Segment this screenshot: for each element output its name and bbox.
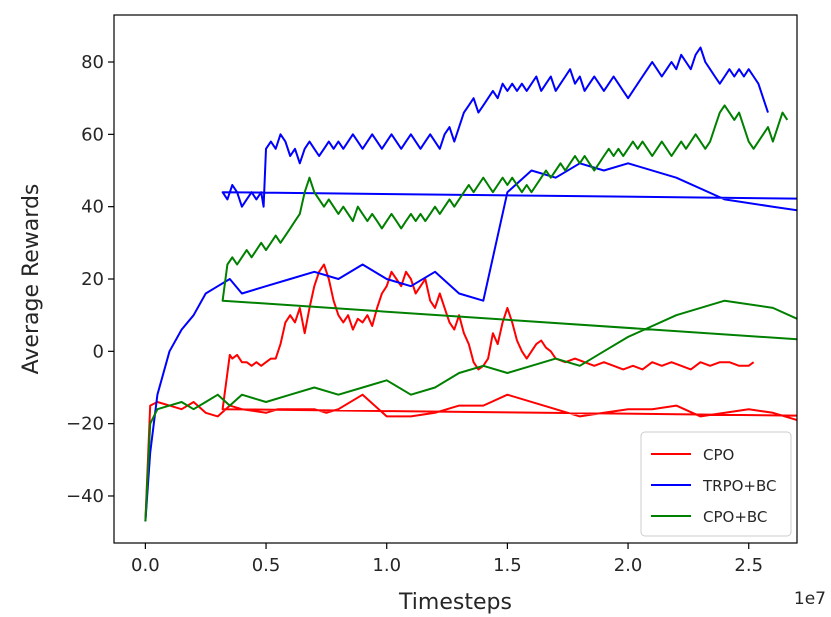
y-tick-label: −20 (66, 414, 104, 435)
x-tick-label: 2.0 (614, 555, 643, 576)
x-tick-label: 1.5 (493, 555, 522, 576)
series-line-cpo-bc (144, 104, 797, 522)
x-tick-label: 0.0 (131, 555, 160, 576)
y-tick-label: 20 (81, 269, 104, 290)
x-tick-label: 1.0 (372, 555, 401, 576)
y-tick-label: 40 (81, 197, 104, 218)
legend-label: TRPO+BC (702, 477, 777, 495)
x-tick-label: 2.5 (734, 555, 763, 576)
x-tick-label: 0.5 (252, 555, 281, 576)
legend-label: CPO (703, 446, 734, 464)
legend: CPO TRPO+BC CPO+BC (640, 431, 792, 537)
y-tick-label: 60 (81, 124, 104, 145)
series-line-cpo (144, 263, 797, 522)
y-axis: −40 −20 0 20 40 60 80 (66, 52, 114, 507)
x-axis-scale-label: 1e7 (794, 589, 826, 609)
legend-box (640, 431, 792, 537)
y-tick-label: 80 (81, 52, 104, 73)
series-layer (144, 46, 797, 522)
x-axis-title: Timesteps (398, 590, 512, 615)
y-axis-title: Average Rewards (19, 184, 44, 375)
series-line-trpo-bc (144, 46, 797, 522)
legend-label: CPO+BC (703, 508, 767, 526)
y-tick-label: 0 (93, 341, 104, 362)
x-axis: 0.0 0.5 1.0 1.5 2.0 2.5 (131, 543, 763, 576)
y-tick-label: −40 (66, 486, 104, 507)
